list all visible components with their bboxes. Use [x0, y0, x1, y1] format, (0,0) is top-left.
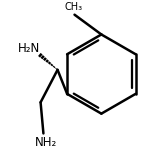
Text: CH₃: CH₃: [64, 2, 82, 12]
Text: H₂N: H₂N: [18, 42, 40, 55]
Text: NH₂: NH₂: [35, 136, 57, 149]
